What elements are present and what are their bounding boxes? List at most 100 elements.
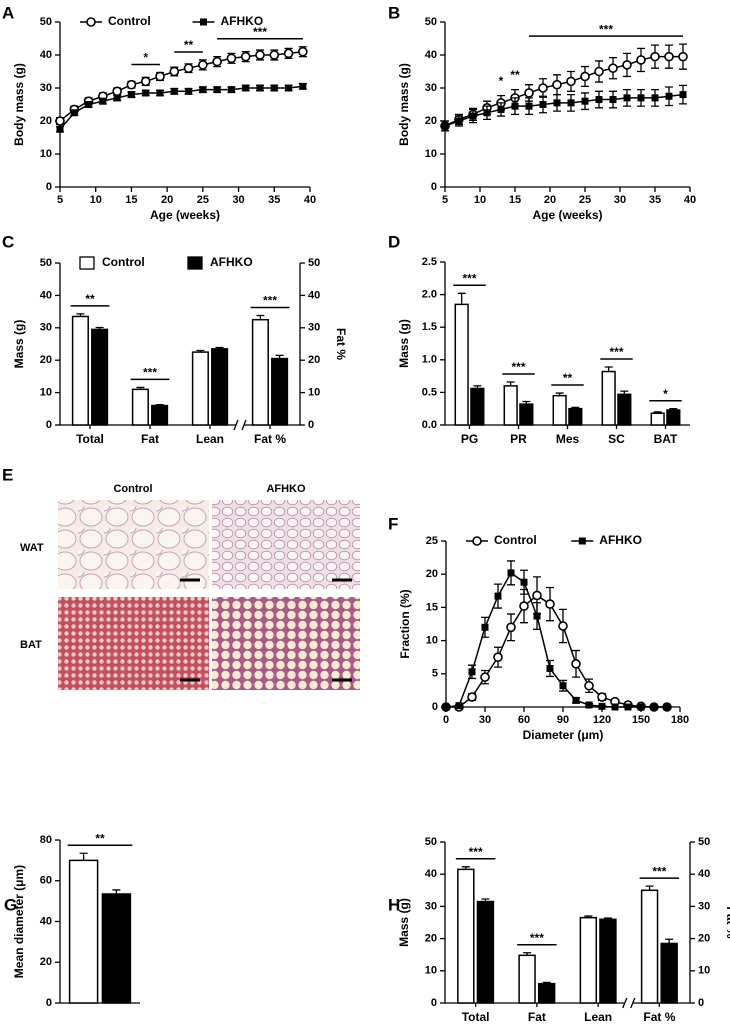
y-tick-label: 10 <box>40 387 52 399</box>
y2-tick-label: 40 <box>308 289 320 301</box>
x-axis-label: Age (weeks) <box>532 208 602 222</box>
legend-label: AFHKO <box>210 255 253 269</box>
y2-tick-label: 40 <box>698 868 710 880</box>
x-tick-label: 30 <box>614 194 626 206</box>
marker <box>538 83 548 93</box>
y-tick-label: 30 <box>425 82 437 94</box>
y-axis-label: Body mass (g) <box>397 63 411 146</box>
axis-break-gap <box>624 1000 633 1006</box>
y-tick-label: 50 <box>425 836 437 848</box>
significance-label: *** <box>530 931 544 945</box>
marker <box>581 97 589 105</box>
error-bar <box>457 292 466 305</box>
y-tick-label: 10 <box>426 635 438 647</box>
x-tick-label: 0 <box>443 714 449 726</box>
legend-marker <box>86 17 96 27</box>
marker <box>227 86 235 94</box>
marker <box>650 703 658 711</box>
chart-panel: H 0 10 20 30 40 50 Mass (g) 0 10 20 30 40 50 Fat % Tota… <box>388 836 730 1024</box>
bar <box>552 394 567 426</box>
marker <box>170 87 178 95</box>
bar <box>617 393 632 426</box>
y-tick-label: 40 <box>40 49 52 61</box>
y-tick-label: 30 <box>425 900 437 912</box>
marker <box>571 659 581 669</box>
series-line <box>59 85 303 130</box>
bar <box>151 404 169 426</box>
marker <box>140 76 151 87</box>
legend-swatch <box>187 256 203 270</box>
column-header: AFHKO <box>266 483 306 495</box>
chart-panel: D 0.0 0.5 1.0 1.5 2.0 2.5 Mass (g) PG PR Mes SC BAT *… <box>388 232 690 446</box>
x-tick-label: Mes <box>556 432 580 446</box>
marker <box>584 680 594 691</box>
y2-tick-label: 10 <box>698 965 710 977</box>
x-tick-label: 15 <box>125 194 137 206</box>
marker <box>580 71 590 82</box>
y-tick-label: 25 <box>426 535 438 547</box>
significance-label: * <box>663 387 668 401</box>
panel-letter: D <box>388 232 400 251</box>
marker <box>455 117 463 125</box>
x-tick-label: 20 <box>544 194 556 206</box>
bar <box>454 303 469 426</box>
marker <box>270 84 278 92</box>
significance-label: *** <box>253 25 267 39</box>
histology-image <box>212 500 360 589</box>
x-tick-label: 25 <box>579 194 591 206</box>
y2-tick-label: 20 <box>308 354 320 366</box>
marker <box>663 703 671 711</box>
x-tick-label: PR <box>510 432 527 446</box>
bar <box>91 328 109 426</box>
marker <box>469 112 477 120</box>
panel-letter: B <box>388 3 400 22</box>
y-tick-label: 40 <box>425 868 437 880</box>
chart-panel: A 0 10 20 30 40 50 Body mass (g) 5 10 15 20 25 30 35 40… <box>2 3 316 222</box>
marker <box>651 94 659 102</box>
marker <box>520 578 528 586</box>
marker <box>455 702 463 710</box>
x-tick-label: PG <box>461 432 478 446</box>
marker <box>212 56 222 67</box>
marker <box>242 84 250 92</box>
y-tick-label: 50 <box>40 16 52 28</box>
marker <box>511 102 519 110</box>
bar <box>519 403 534 426</box>
bar <box>660 942 678 1004</box>
y-axis-label: Mass (g) <box>397 319 411 368</box>
x-tick-label: 60 <box>518 714 530 726</box>
marker <box>156 89 164 97</box>
marker <box>532 590 542 601</box>
significance-label: *** <box>609 345 623 359</box>
y-tick-label: 10 <box>425 148 437 160</box>
bar <box>191 351 209 426</box>
significance-label: *** <box>652 864 666 878</box>
x-tick-label: 120 <box>593 714 611 726</box>
series-line <box>446 594 667 708</box>
significance-label: * <box>499 74 504 88</box>
y-tick-label: 5 <box>432 668 438 680</box>
axis-break-gap <box>236 422 244 428</box>
marker <box>126 79 137 90</box>
x-tick-label: Total <box>76 432 104 446</box>
bar <box>271 357 289 426</box>
x-tick-label: 20 <box>161 194 173 206</box>
panel-letter: H <box>388 895 400 914</box>
marker <box>142 89 150 97</box>
histology-image <box>58 500 209 589</box>
y-tick-label: 20 <box>40 956 52 968</box>
bar <box>579 916 598 1004</box>
marker <box>567 99 575 107</box>
significance-label: ** <box>85 292 95 306</box>
bar <box>650 412 665 426</box>
significance-label: ** <box>184 38 194 52</box>
marker <box>112 86 122 97</box>
legend-label: Control <box>102 255 145 269</box>
marker <box>525 102 533 110</box>
y-tick-label: 0 <box>46 181 52 193</box>
y-tick-label: 15 <box>426 601 438 613</box>
marker <box>598 702 606 710</box>
y2-tick-label: 50 <box>698 836 710 848</box>
x-tick-label: 15 <box>509 194 521 206</box>
